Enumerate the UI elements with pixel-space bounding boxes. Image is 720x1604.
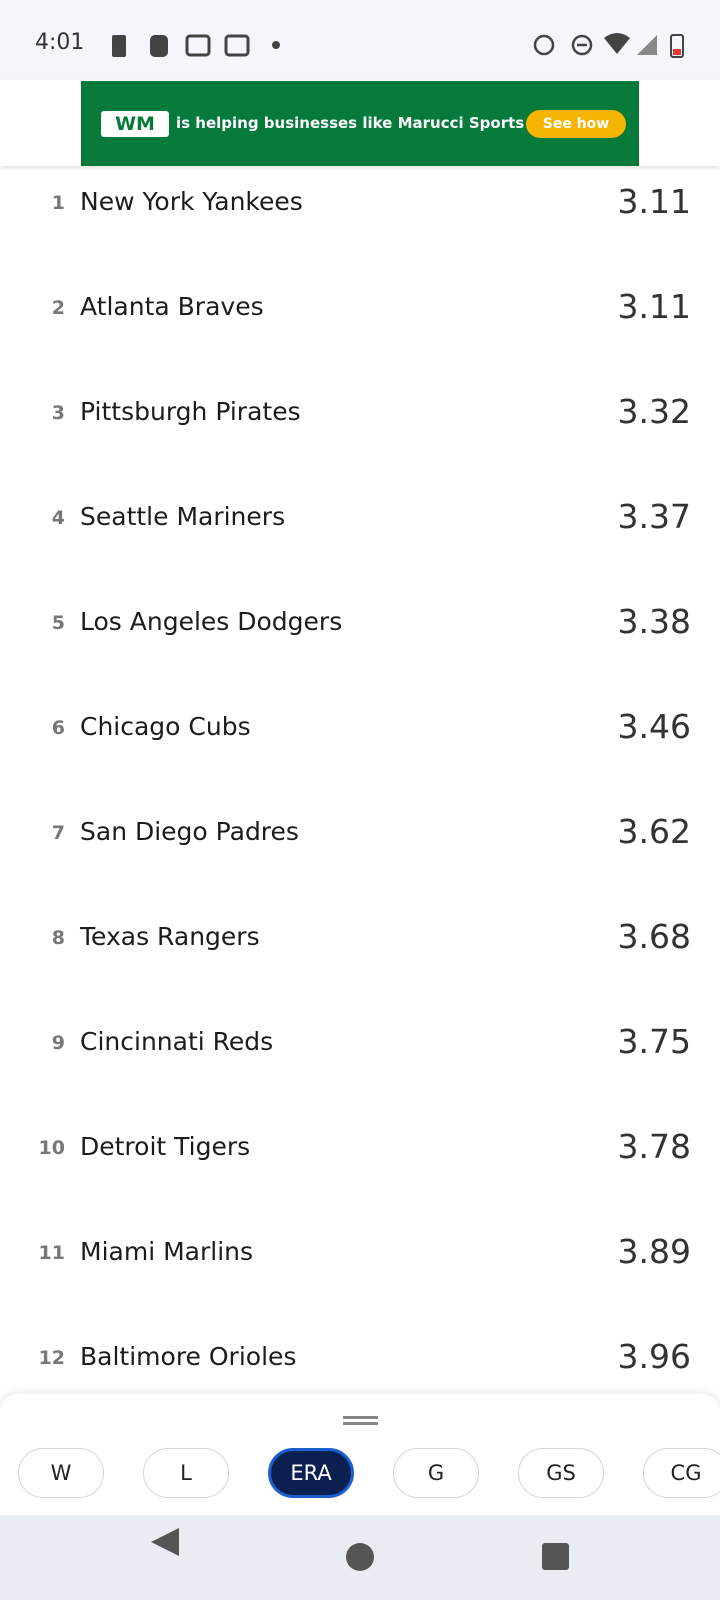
era-value: 3.78 — [617, 1127, 691, 1166]
team-name: Los Angeles Dodgers — [80, 607, 343, 636]
team-row[interactable]: 7 San Diego Padres 3.62 — [0, 788, 720, 893]
ad-logo: WM — [101, 111, 169, 137]
nav-buttons — [151, 1528, 569, 1571]
rank: 9 — [51, 1032, 65, 1054]
era-value: 3.11 — [617, 182, 691, 221]
clock: 4:01 — [35, 30, 85, 55]
recents-button[interactable] — [542, 1543, 569, 1570]
era-value: 3.46 — [617, 707, 691, 746]
ad-banner[interactable]: WM is helping businesses like Marucci Sp… — [81, 81, 639, 166]
team-name: Miami Marlins — [80, 1237, 254, 1266]
era-value: 3.11 — [617, 287, 691, 326]
stat-selector: W L ERA G GS CG — [0, 1394, 720, 1515]
era-value: 3.96 — [617, 1337, 691, 1376]
team-row[interactable]: 8 Texas Rangers 3.68 — [0, 893, 720, 998]
era-value: 3.62 — [617, 812, 691, 851]
ad-button[interactable]: See how — [526, 110, 626, 138]
team-row[interactable]: 4 Seattle Mariners 3.37 — [0, 473, 720, 578]
team-name: Atlanta Braves — [80, 292, 264, 321]
status-icons — [112, 33, 684, 58]
rank: 1 — [51, 192, 65, 214]
team-row[interactable]: 1 New York Yankees 3.11 — [0, 158, 720, 263]
stat-tab[interactable]: CG — [643, 1448, 720, 1498]
team-name: Seattle Mariners — [80, 502, 286, 531]
team-row[interactable]: 11 Miami Marlins 3.89 — [0, 1208, 720, 1313]
team-name: Detroit Tigers — [80, 1132, 251, 1161]
rank: 11 — [38, 1242, 65, 1264]
team-row[interactable]: 5 Los Angeles Dodgers 3.38 — [0, 578, 720, 683]
era-value: 3.32 — [617, 392, 691, 431]
rank: 10 — [38, 1137, 65, 1159]
rank: 2 — [51, 297, 65, 319]
stat-tab[interactable]: G — [393, 1448, 479, 1498]
navigation-bar — [0, 1515, 720, 1600]
rank: 6 — [51, 717, 65, 739]
team-name: Texas Rangers — [80, 922, 260, 951]
team-row[interactable]: 3 Pittsburgh Pirates 3.32 — [0, 368, 720, 473]
rank: 8 — [51, 927, 65, 949]
rank: 4 — [51, 507, 65, 529]
rank: 12 — [38, 1347, 65, 1369]
team-name: New York Yankees — [80, 187, 303, 216]
team-row[interactable]: 10 Detroit Tigers 3.78 — [0, 1103, 720, 1208]
stat-tab[interactable]: W — [18, 1448, 104, 1498]
era-value: 3.38 — [617, 602, 691, 641]
team-name: Baltimore Orioles — [80, 1342, 297, 1371]
rank: 3 — [51, 402, 65, 424]
drag-handle[interactable] — [343, 1416, 378, 1425]
stat-tab[interactable]: ERA — [268, 1448, 354, 1498]
team-name: Pittsburgh Pirates — [80, 397, 301, 426]
status-bar: 4:01 — [0, 0, 720, 80]
team-name: San Diego Padres — [80, 817, 299, 846]
era-value: 3.75 — [617, 1022, 691, 1061]
ad-text: is helping businesses like Marucci Sport… — [176, 114, 525, 132]
home-button[interactable] — [346, 1543, 374, 1571]
team-row[interactable]: 6 Chicago Cubs 3.46 — [0, 683, 720, 788]
rank: 5 — [51, 612, 65, 634]
era-value: 3.68 — [617, 917, 691, 956]
team-row[interactable]: 12 Baltimore Orioles 3.96 — [0, 1313, 720, 1418]
back-button[interactable] — [151, 1528, 179, 1556]
era-value: 3.37 — [617, 497, 691, 536]
rank: 7 — [51, 822, 65, 844]
team-name: Chicago Cubs — [80, 712, 251, 741]
team-name: Cincinnati Reds — [80, 1027, 274, 1056]
stat-tab[interactable]: GS — [518, 1448, 604, 1498]
team-row[interactable]: 9 Cincinnati Reds 3.75 — [0, 998, 720, 1103]
team-row[interactable]: 2 Atlanta Braves 3.11 — [0, 263, 720, 368]
stat-tab[interactable]: L — [143, 1448, 229, 1498]
era-value: 3.89 — [617, 1232, 691, 1271]
